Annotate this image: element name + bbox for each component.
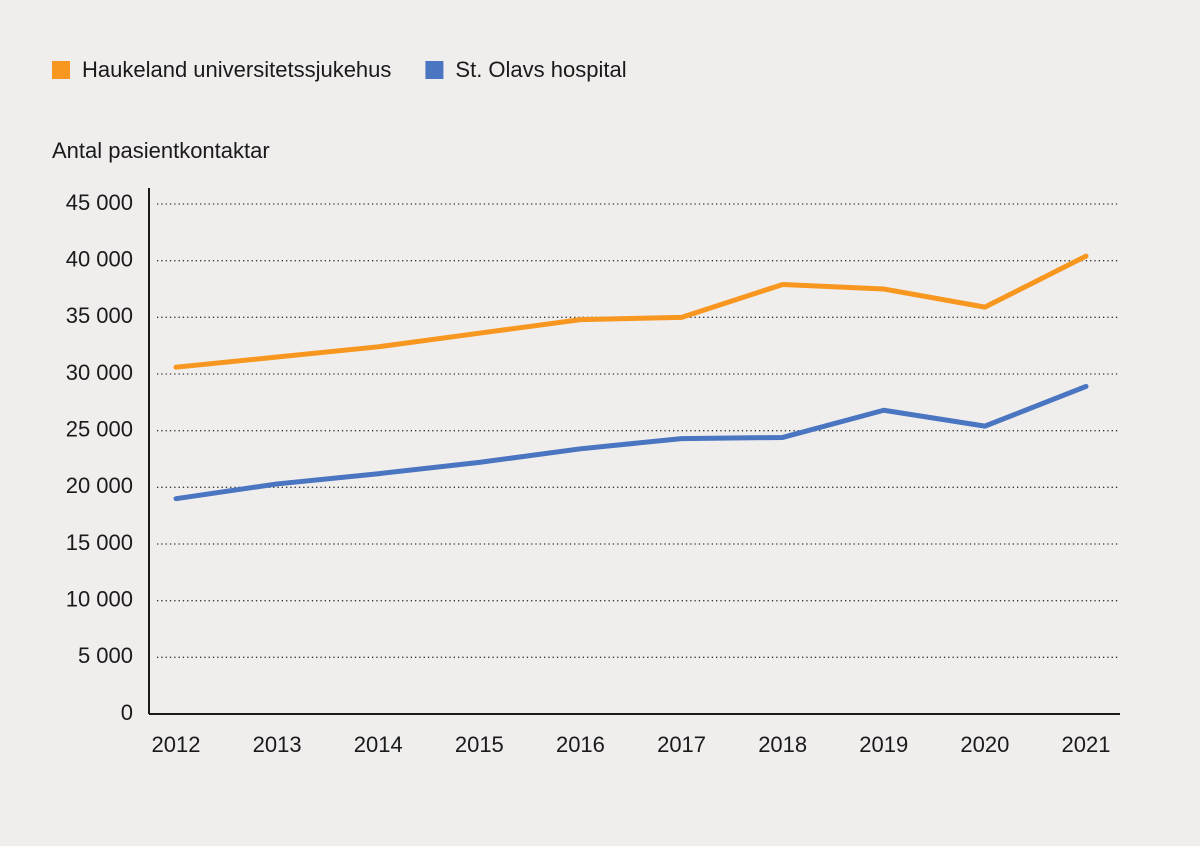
x-tick-label: 2020 (960, 732, 1009, 757)
x-tick-label: 2013 (253, 732, 302, 757)
y-tick-label: 45 000 (66, 190, 133, 215)
x-tick-label: 2015 (455, 732, 504, 757)
y-tick-label: 10 000 (66, 586, 133, 611)
line-series (173, 253, 1089, 370)
y-tick-label: 40 000 (66, 246, 133, 271)
y-tick-label: 5 000 (78, 643, 133, 668)
x-tick-label: 2018 (758, 732, 807, 757)
y-tick-label: 15 000 (66, 530, 133, 555)
x-tick-label: 2016 (556, 732, 605, 757)
y-axis-label: Antal pasientkontaktar (52, 138, 270, 163)
legend-label: St. Olavs hospital (455, 57, 626, 82)
x-tick-label: 2012 (152, 732, 201, 757)
y-tick-label: 30 000 (66, 360, 133, 385)
line-series (173, 383, 1089, 502)
x-tick-label: 2021 (1062, 732, 1111, 757)
y-tick-label: 20 000 (66, 473, 133, 498)
x-tick-label: 2019 (859, 732, 908, 757)
legend-swatch (52, 61, 70, 79)
y-tick-label: 25 000 (66, 416, 133, 441)
x-tick-label: 2014 (354, 732, 403, 757)
legend-swatch (425, 61, 444, 79)
y-tick-label: 35 000 (66, 303, 133, 328)
y-tick-label: 0 (121, 700, 133, 725)
x-tick-label: 2017 (657, 732, 706, 757)
legend-label: Haukeland universitetssjukehus (82, 57, 391, 82)
